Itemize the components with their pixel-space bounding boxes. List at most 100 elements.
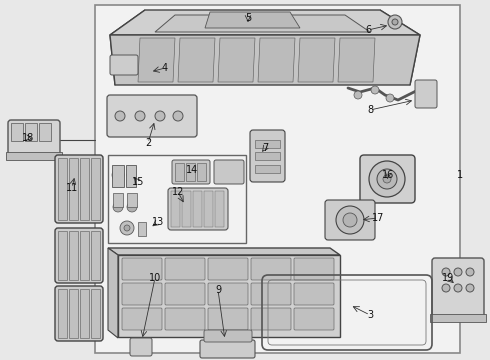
Circle shape — [454, 284, 462, 292]
Circle shape — [124, 225, 130, 231]
Circle shape — [343, 213, 357, 227]
Circle shape — [120, 221, 134, 235]
Text: 1: 1 — [457, 170, 463, 180]
Bar — [58, 231, 67, 280]
Circle shape — [112, 169, 124, 181]
Bar — [138, 222, 146, 236]
FancyBboxPatch shape — [325, 200, 375, 240]
Bar — [58, 158, 67, 220]
Circle shape — [354, 91, 362, 99]
Circle shape — [369, 161, 405, 197]
Text: 2: 2 — [145, 138, 151, 148]
FancyBboxPatch shape — [208, 308, 248, 330]
Polygon shape — [338, 38, 375, 82]
Bar — [11, 123, 23, 141]
FancyBboxPatch shape — [122, 308, 162, 330]
Polygon shape — [380, 10, 420, 85]
Bar — [69, 231, 78, 280]
FancyBboxPatch shape — [251, 283, 291, 305]
Bar — [255, 140, 280, 148]
Text: 17: 17 — [372, 213, 384, 223]
Polygon shape — [298, 38, 335, 82]
Bar — [112, 165, 124, 187]
Bar — [171, 191, 180, 227]
Text: 10: 10 — [149, 273, 161, 283]
Bar — [113, 193, 123, 207]
FancyBboxPatch shape — [415, 80, 437, 108]
Text: 3: 3 — [367, 310, 373, 320]
Text: 13: 13 — [152, 217, 164, 227]
Bar — [193, 191, 202, 227]
Text: 19: 19 — [442, 273, 454, 283]
Text: 18: 18 — [22, 133, 34, 143]
FancyBboxPatch shape — [55, 228, 103, 283]
Text: 4: 4 — [162, 63, 168, 73]
Circle shape — [466, 268, 474, 276]
FancyBboxPatch shape — [360, 155, 415, 203]
Bar — [95, 5, 460, 353]
Bar — [204, 191, 213, 227]
Circle shape — [377, 169, 397, 189]
Polygon shape — [110, 10, 420, 35]
Polygon shape — [155, 15, 370, 32]
Circle shape — [383, 175, 391, 183]
Bar — [118, 255, 340, 337]
Bar — [91, 289, 100, 338]
Bar — [80, 231, 89, 280]
Circle shape — [115, 111, 125, 121]
FancyBboxPatch shape — [130, 338, 152, 356]
Text: 5: 5 — [245, 13, 251, 23]
Bar — [39, 123, 51, 141]
Circle shape — [336, 206, 364, 234]
Circle shape — [371, 86, 379, 94]
Bar — [6, 152, 62, 160]
Circle shape — [442, 284, 450, 292]
Bar — [80, 289, 89, 338]
Bar — [127, 193, 137, 207]
FancyBboxPatch shape — [251, 258, 291, 280]
Bar — [69, 289, 78, 338]
Polygon shape — [108, 248, 340, 255]
Circle shape — [173, 111, 183, 121]
Circle shape — [119, 60, 129, 70]
Circle shape — [454, 268, 462, 276]
FancyBboxPatch shape — [432, 258, 484, 320]
Bar — [80, 158, 89, 220]
Circle shape — [388, 15, 402, 29]
FancyBboxPatch shape — [204, 330, 252, 342]
Text: 15: 15 — [132, 177, 144, 187]
Polygon shape — [178, 38, 215, 82]
FancyBboxPatch shape — [165, 283, 205, 305]
Polygon shape — [138, 38, 175, 82]
FancyBboxPatch shape — [168, 188, 228, 230]
Bar — [25, 123, 37, 141]
Text: 7: 7 — [262, 143, 268, 153]
Circle shape — [155, 111, 165, 121]
FancyBboxPatch shape — [294, 308, 334, 330]
FancyBboxPatch shape — [55, 155, 103, 223]
Bar — [69, 158, 78, 220]
Bar — [255, 165, 280, 173]
Circle shape — [386, 94, 394, 102]
Polygon shape — [110, 35, 420, 85]
Circle shape — [127, 171, 135, 179]
Polygon shape — [218, 38, 255, 82]
FancyBboxPatch shape — [208, 283, 248, 305]
FancyBboxPatch shape — [200, 340, 255, 358]
Text: 11: 11 — [66, 183, 78, 193]
Polygon shape — [258, 38, 295, 82]
Bar — [182, 191, 191, 227]
Bar — [58, 289, 67, 338]
FancyBboxPatch shape — [294, 258, 334, 280]
FancyBboxPatch shape — [214, 160, 244, 184]
Bar — [430, 314, 486, 322]
Bar — [175, 163, 184, 181]
FancyBboxPatch shape — [122, 283, 162, 305]
FancyBboxPatch shape — [165, 308, 205, 330]
FancyBboxPatch shape — [8, 120, 60, 158]
Text: 16: 16 — [382, 170, 394, 180]
Bar — [255, 152, 280, 160]
Polygon shape — [108, 248, 118, 338]
Circle shape — [127, 202, 137, 212]
Text: 6: 6 — [365, 25, 371, 35]
